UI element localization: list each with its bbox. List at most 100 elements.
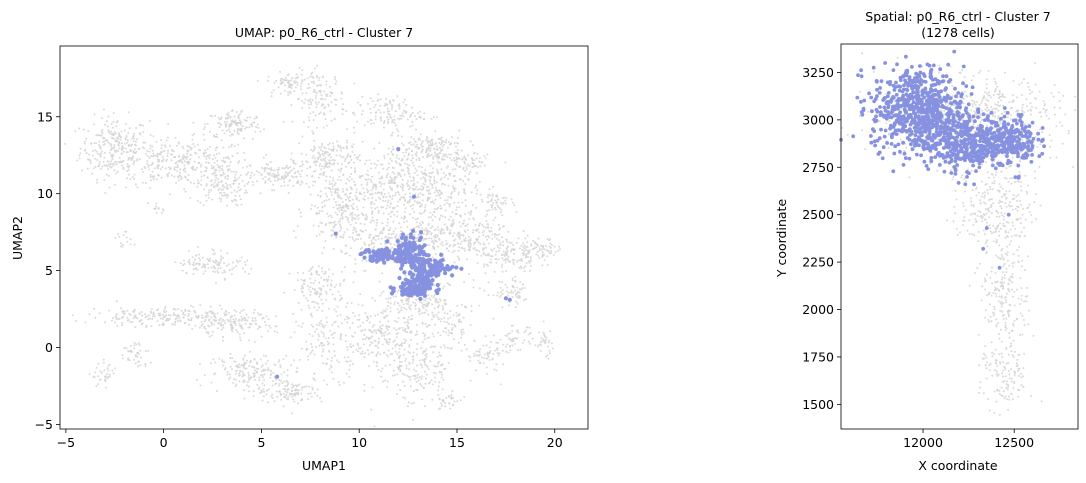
background-point [243,184,246,187]
background-point [455,164,458,167]
background-point [308,86,311,89]
background-point [236,261,239,264]
background-point [214,184,217,187]
background-point [413,233,416,236]
background-point [213,323,216,326]
background-point [201,323,204,326]
background-point [495,201,498,204]
background-point [368,338,371,341]
background-point [414,145,417,148]
background-point [316,309,319,312]
background-point [380,327,383,330]
background-point [342,190,344,193]
background-point [172,308,175,311]
background-point [134,140,137,143]
background-point [223,269,226,272]
background-point [258,171,261,174]
background-point [298,173,301,176]
background-point [435,194,438,197]
background-point [182,147,185,150]
background-point [445,396,448,399]
background-point [401,114,404,117]
background-point [234,317,237,320]
background-point [304,98,307,101]
background-point [226,371,229,374]
background-point [496,204,499,207]
background-point [401,299,403,302]
background-point [509,345,512,347]
background-point [229,320,232,323]
background-point [352,143,355,146]
background-point [342,103,345,106]
background-point [467,241,470,244]
background-point [415,380,418,383]
background-point [100,150,103,153]
background-point [197,315,200,317]
background-point [478,304,481,307]
background-point [243,137,245,140]
background-point [144,152,147,155]
background-point [490,261,493,264]
background-point [371,247,374,250]
background-point [311,386,314,389]
background-point [408,188,411,191]
background-point [285,166,288,169]
background-point [110,146,113,149]
background-point [356,120,359,123]
background-point [487,236,490,239]
background-point [360,193,363,196]
background-point [161,317,164,320]
background-point [213,313,216,315]
background-point [478,235,480,238]
background-point [436,168,439,171]
background-point [504,251,507,254]
background-point [142,171,144,173]
background-point [262,388,265,391]
background-point [236,152,239,155]
background-point [298,142,300,145]
background-point [125,347,128,350]
background-point [494,216,497,219]
background-point [307,116,310,119]
background-point [371,175,374,178]
background-point [110,130,113,133]
background-point [94,149,97,152]
background-point [440,376,443,379]
background-point [276,176,279,178]
background-point [227,194,230,197]
background-point [428,244,431,247]
background-point [321,152,324,155]
background-point [303,280,306,283]
background-point [105,386,107,389]
background-point [312,170,315,173]
background-point [511,277,514,280]
background-point [423,358,426,361]
background-point [346,348,349,351]
background-point [211,330,214,333]
background-point [402,189,404,192]
background-point [478,354,481,357]
background-point [229,130,231,133]
background-point [377,196,380,199]
background-point [370,219,373,222]
background-point [478,180,481,183]
background-point [333,183,336,186]
background-point [427,192,430,195]
background-point [128,312,131,315]
background-point [252,395,255,398]
background-point [363,223,366,226]
background-point [504,345,507,348]
background-point [217,261,220,264]
background-point [410,318,412,321]
background-point [458,318,461,321]
background-point [311,315,314,318]
background-point [378,177,381,180]
background-point [300,169,303,172]
background-point [322,379,325,382]
background-point [203,138,206,141]
background-point [433,235,436,238]
background-point [418,187,421,190]
background-point [222,324,225,327]
background-point [229,125,232,128]
background-point [469,379,472,382]
